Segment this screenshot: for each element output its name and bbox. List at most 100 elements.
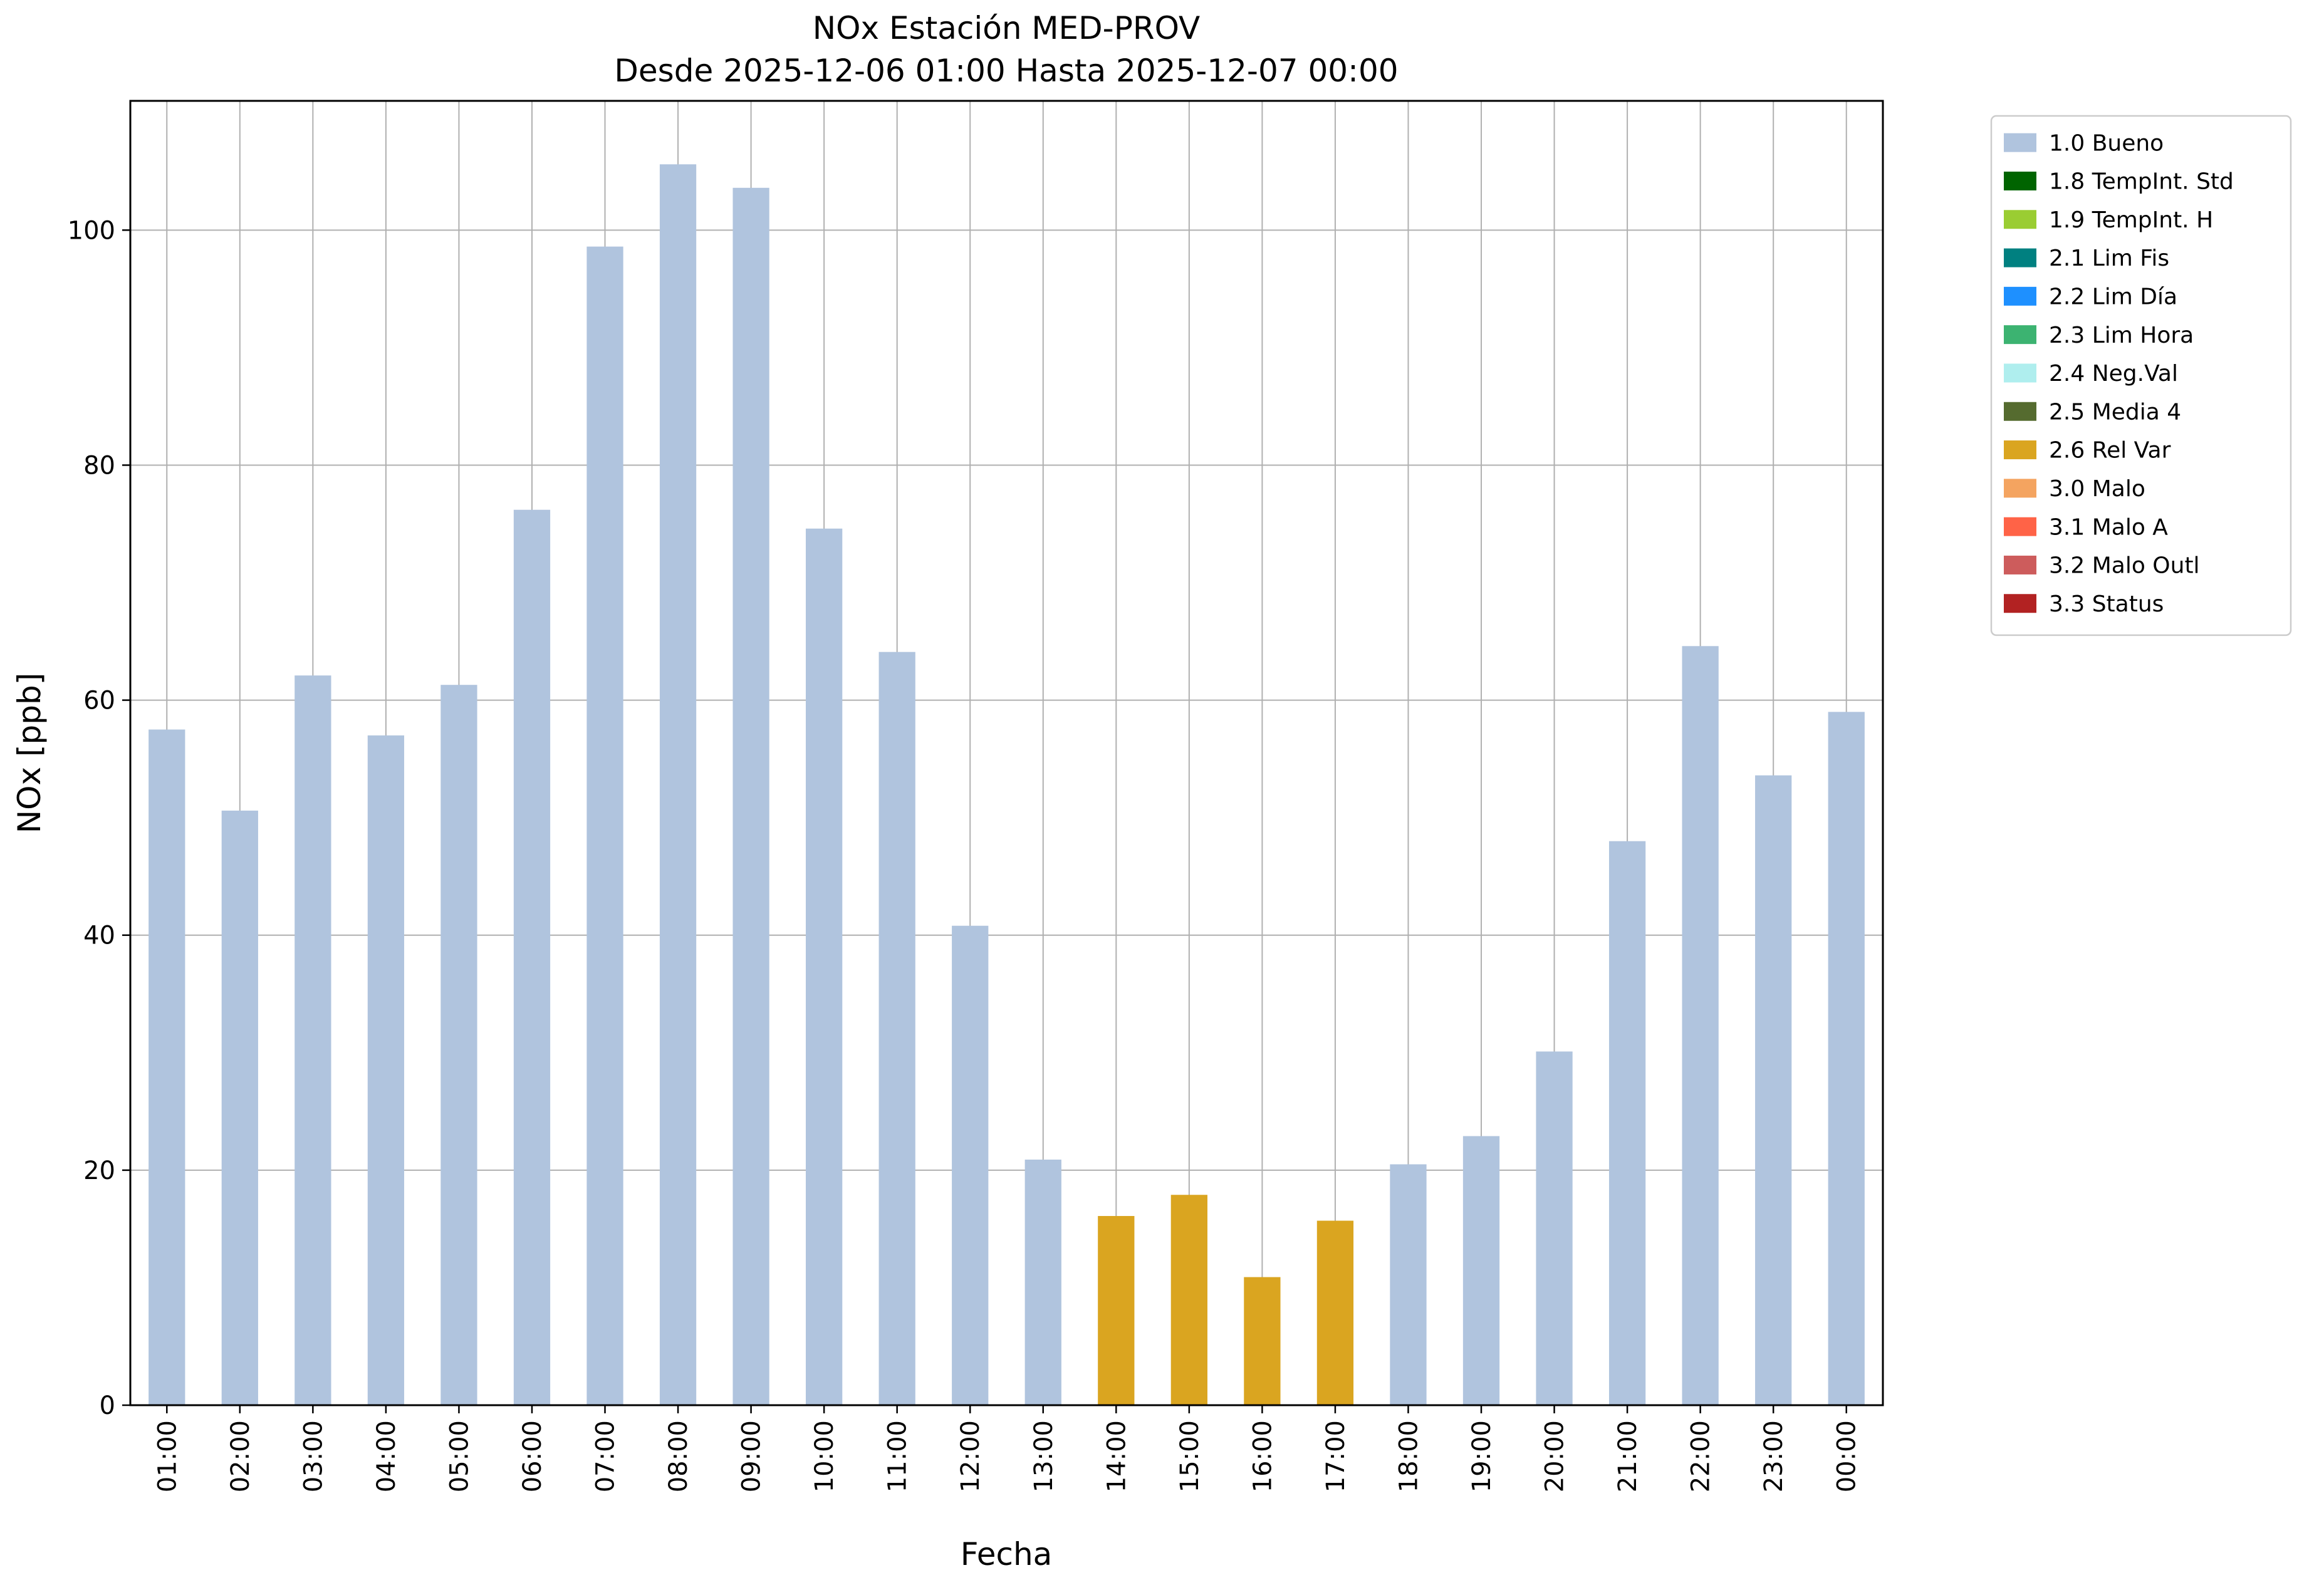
legend-label-2.2 Lim Día: 2.2 Lim Día bbox=[2049, 284, 2177, 309]
legend-item-2.1 Lim Fis: 2.1 Lim Fis bbox=[2004, 246, 2169, 271]
bar-23:00 bbox=[1755, 775, 1792, 1405]
legend-item-2.2 Lim Día: 2.2 Lim Día bbox=[2004, 284, 2177, 309]
legend-item-1.0 Bueno: 1.0 Bueno bbox=[2004, 130, 2164, 156]
x-tick-label-06:00: 06:00 bbox=[518, 1420, 547, 1492]
legend-label-2.6 Rel Var: 2.6 Rel Var bbox=[2049, 438, 2171, 464]
bar-04:00 bbox=[367, 735, 405, 1405]
y-tick-label-20: 20 bbox=[83, 1156, 115, 1185]
y-tick-label-80: 80 bbox=[83, 451, 115, 480]
x-tick-label-09:00: 09:00 bbox=[737, 1420, 766, 1492]
bar-01:00 bbox=[149, 729, 185, 1405]
bar-21:00 bbox=[1608, 841, 1646, 1405]
legend-label-3.0 Malo: 3.0 Malo bbox=[2049, 476, 2145, 502]
legend-label-3.2 Malo Outl: 3.2 Malo Outl bbox=[2049, 553, 2200, 579]
bar-18:00 bbox=[1390, 1164, 1427, 1405]
legend-item-1.8 TempInt. Std: 1.8 TempInt. Std bbox=[2004, 169, 2234, 195]
x-tick-label-20:00: 20:00 bbox=[1541, 1420, 1570, 1492]
y-tick-label-40: 40 bbox=[83, 922, 115, 950]
legend-label-3.3 Status: 3.3 Status bbox=[2049, 591, 2164, 617]
legend-item-2.6 Rel Var: 2.6 Rel Var bbox=[2004, 438, 2171, 464]
legend-label-1.8 TempInt. Std: 1.8 TempInt. Std bbox=[2049, 169, 2234, 195]
legend-label-2.5 Media 4: 2.5 Media 4 bbox=[2049, 399, 2181, 425]
y-axis-label: NOx [ppb] bbox=[11, 673, 48, 833]
legend-swatch-2.2 Lim Día bbox=[2004, 286, 2036, 306]
bar-19:00 bbox=[1462, 1136, 1500, 1405]
legend-swatch-2.5 Media 4 bbox=[2004, 402, 2036, 421]
bar-16:00 bbox=[1244, 1277, 1281, 1405]
bar-14:00 bbox=[1098, 1216, 1135, 1405]
x-tick-label-08:00: 08:00 bbox=[664, 1420, 693, 1492]
legend: 1.0 Bueno 1.8 TempInt. Std 1.9 TempInt. H 2… bbox=[1990, 115, 2292, 637]
bar-06:00 bbox=[513, 509, 551, 1405]
legend-swatch-3.2 Malo Outl bbox=[2004, 555, 2036, 574]
legend-item-2.5 Media 4: 2.5 Media 4 bbox=[2004, 399, 2181, 425]
legend-swatch-3.3 Status bbox=[2004, 594, 2036, 613]
legend-label-2.4 Neg.Val: 2.4 Neg.Val bbox=[2049, 361, 2178, 387]
legend-item-3.1 Malo A: 3.1 Malo A bbox=[2004, 514, 2168, 540]
bar-07:00 bbox=[586, 246, 623, 1406]
legend-label-2.3 Lim Hora: 2.3 Lim Hora bbox=[2049, 323, 2194, 348]
axes bbox=[129, 100, 1884, 1406]
legend-swatch-1.0 Bueno bbox=[2004, 133, 2036, 152]
x-tick-label-18:00: 18:00 bbox=[1394, 1420, 1423, 1492]
x-tick-label-03:00: 03:00 bbox=[299, 1420, 328, 1492]
bar-10:00 bbox=[806, 528, 843, 1405]
x-tick-label-17:00: 17:00 bbox=[1321, 1420, 1350, 1492]
x-tick-label-13:00: 13:00 bbox=[1029, 1420, 1058, 1492]
legend-swatch-3.0 Malo bbox=[2004, 479, 2036, 498]
x-tick-label-11:00: 11:00 bbox=[883, 1420, 912, 1492]
bar-11:00 bbox=[878, 652, 915, 1405]
x-tick-label-10:00: 10:00 bbox=[810, 1420, 839, 1492]
bar-09:00 bbox=[732, 187, 769, 1405]
bar-22:00 bbox=[1682, 646, 1719, 1405]
x-tick-label-15:00: 15:00 bbox=[1175, 1420, 1204, 1492]
bar-03:00 bbox=[294, 675, 331, 1405]
bar-15:00 bbox=[1170, 1195, 1207, 1405]
legend-item-3.0 Malo: 3.0 Malo bbox=[2004, 476, 2145, 502]
legend-swatch-2.4 Neg.Val bbox=[2004, 363, 2036, 383]
legend-swatch-1.9 TempInt. H bbox=[2004, 210, 2036, 229]
x-tick-label-21:00: 21:00 bbox=[1613, 1420, 1642, 1492]
legend-label-3.1 Malo A: 3.1 Malo A bbox=[2049, 514, 2168, 540]
bar-02:00 bbox=[221, 810, 258, 1405]
x-tick-label-00:00: 00:00 bbox=[1833, 1420, 1862, 1492]
bar-17:00 bbox=[1316, 1220, 1354, 1405]
legend-item-1.9 TempInt. H: 1.9 TempInt. H bbox=[2004, 207, 2213, 233]
x-tick-label-05:00: 05:00 bbox=[445, 1420, 474, 1492]
legend-swatch-3.1 Malo A bbox=[2004, 517, 2036, 536]
x-tick-label-02:00: 02:00 bbox=[226, 1420, 255, 1492]
legend-label-1.9 TempInt. H: 1.9 TempInt. H bbox=[2049, 207, 2213, 233]
x-tick-label-16:00: 16:00 bbox=[1248, 1420, 1277, 1492]
x-tick-label-01:00: 01:00 bbox=[153, 1420, 182, 1492]
legend-item-2.4 Neg.Val: 2.4 Neg.Val bbox=[2004, 361, 2178, 387]
y-tick-label-60: 60 bbox=[83, 687, 115, 715]
bar-20:00 bbox=[1536, 1051, 1573, 1405]
chart-subtitle: Desde 2025-12-06 01:00 Hasta 2025-12-07 … bbox=[614, 53, 1398, 89]
legend-swatch-2.6 Rel Var bbox=[2004, 440, 2036, 460]
legend-box bbox=[1990, 115, 2292, 637]
legend-item-3.2 Malo Outl: 3.2 Malo Outl bbox=[2004, 553, 2200, 579]
x-tick-label-23:00: 23:00 bbox=[1759, 1420, 1788, 1492]
bar-12:00 bbox=[952, 925, 989, 1405]
x-tick-label-04:00: 04:00 bbox=[372, 1420, 401, 1492]
bar-13:00 bbox=[1024, 1159, 1061, 1405]
bar-05:00 bbox=[440, 685, 477, 1405]
legend-swatch-2.1 Lim Fis bbox=[2004, 248, 2036, 268]
x-axis-label: Fecha bbox=[961, 1536, 1053, 1572]
legend-label-1.0 Bueno: 1.0 Bueno bbox=[2049, 130, 2164, 156]
legend-item-2.3 Lim Hora: 2.3 Lim Hora bbox=[2004, 323, 2194, 348]
x-tick-label-19:00: 19:00 bbox=[1467, 1420, 1496, 1492]
y-tick-label-0: 0 bbox=[100, 1391, 115, 1420]
x-tick-label-07:00: 07:00 bbox=[591, 1420, 620, 1492]
chart-title: NOx Estación MED-PROV bbox=[813, 10, 1201, 46]
bars bbox=[149, 164, 1865, 1406]
y-tick-label-100: 100 bbox=[68, 216, 115, 245]
legend-item-3.3 Status: 3.3 Status bbox=[2004, 591, 2164, 617]
tick-marks-and-labels: 01:00 02:00 03:00 04:00 05:00 06:00 07:00 08:00… bbox=[68, 216, 1862, 1492]
bar-08:00 bbox=[659, 164, 697, 1405]
legend-swatch-2.3 Lim Hora bbox=[2004, 325, 2036, 345]
bar-00:00 bbox=[1828, 712, 1865, 1405]
